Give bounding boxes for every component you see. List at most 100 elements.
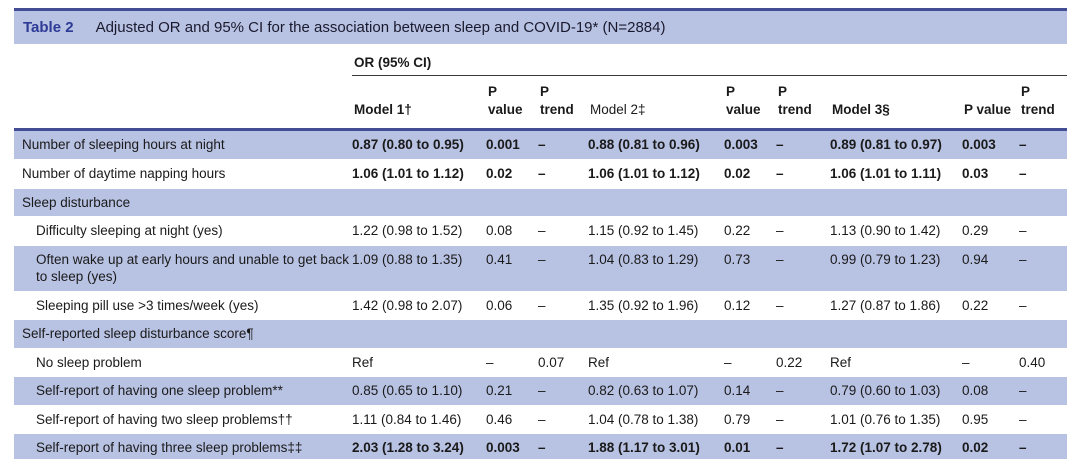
table-row: Sleeping pill use >3 times/week (yes) 1.4… xyxy=(14,290,1068,320)
table-title: Adjusted OR and 95% CI for the associati… xyxy=(95,19,666,36)
value-cell: 0.08 xyxy=(486,216,538,246)
value-cell: 2.03 (1.28 to 3.24) xyxy=(352,433,486,459)
value-cell: 0.14 xyxy=(724,376,776,406)
value-cell: – xyxy=(1019,433,1068,459)
value-cell: 1.27 (0.87 to 1.86) xyxy=(830,290,962,320)
value-cell: – xyxy=(1019,244,1068,292)
row-label: Self-report of having one sleep problem*… xyxy=(14,376,352,406)
value-cell: – xyxy=(538,137,546,153)
results-table: OR (95% CI) Model 1† P value P trend Model … xyxy=(14,47,1068,459)
value-cell: 0.08 xyxy=(962,376,1019,406)
value-cell: 0.22 xyxy=(962,290,1019,320)
value-cell: 0.12 xyxy=(724,290,776,320)
value-cell: – xyxy=(1019,158,1068,189)
value-cell: Ref xyxy=(352,347,486,377)
empty-corner-cell xyxy=(14,47,352,76)
value-cell: 0.89 (0.81 to 0.97) xyxy=(830,137,942,153)
value-cell: 1.35 (0.92 to 1.96) xyxy=(588,290,724,320)
table-row: No sleep problem Ref –0.07 Ref –0.22 Ref –0.40 xyxy=(14,347,1068,377)
value-cell: – xyxy=(1019,404,1068,434)
value-cell: 1.06 (1.01 to 1.11) xyxy=(830,158,962,189)
value-cell: 1.11 (0.84 to 1.46) xyxy=(352,404,486,434)
value-cell: 0.41 xyxy=(486,244,538,292)
row-label-header xyxy=(14,75,352,132)
table-row: Self-report of having one sleep problem*… xyxy=(14,376,1068,406)
value-cell: 0.01 xyxy=(724,433,776,459)
row-label: Often wake up at early hours and unable … xyxy=(14,244,352,292)
value-cell: 0.87 (0.80 to 0.95) xyxy=(352,137,464,153)
value-cell: 1.09 (0.88 to 1.35) xyxy=(352,244,486,292)
column-header: Model 2‡ xyxy=(588,75,724,132)
value-cell: – xyxy=(538,216,588,246)
value-cell: 1.88 (1.17 to 3.01) xyxy=(588,433,724,459)
value-cell: – xyxy=(776,137,784,153)
value-cell: – xyxy=(776,433,830,459)
table-row: Number of daytime napping hours 1.06 (1.0… xyxy=(14,158,1068,189)
column-header: P trend xyxy=(1019,75,1068,132)
value-cell: 0.29 xyxy=(962,216,1019,246)
value-cell: 0.07 xyxy=(538,347,588,377)
column-header: P trend xyxy=(538,75,588,132)
section-row: Self-reported sleep disturbance score¶ xyxy=(14,319,1068,349)
value-cell: 0.85 (0.65 to 1.10) xyxy=(352,376,486,406)
value-cell: Ref xyxy=(588,347,724,377)
row-label: Number of daytime napping hours xyxy=(14,158,352,189)
value-cell: 0.46 xyxy=(486,404,538,434)
value-cell: 0.79 xyxy=(724,404,776,434)
value-cell: 0.73 xyxy=(724,244,776,292)
value-cell: 1.06 (1.01 to 1.12) xyxy=(352,158,486,189)
value-cell: – xyxy=(776,290,830,320)
value-cell: – xyxy=(1019,290,1068,320)
section-row: Sleep disturbance xyxy=(14,187,1068,217)
table-top-rule xyxy=(14,8,1067,11)
value-cell: 0.40 xyxy=(1019,347,1068,377)
value-cell: – xyxy=(776,158,830,189)
row-label: Sleeping pill use >3 times/week (yes) xyxy=(14,290,352,320)
value-cell: 0.001 xyxy=(486,137,520,153)
value-cell: – xyxy=(538,290,588,320)
value-cell: 0.95 xyxy=(962,404,1019,434)
value-cell: 0.94 xyxy=(962,244,1019,292)
value-cell: – xyxy=(776,216,830,246)
value-cell: – xyxy=(538,158,588,189)
value-cell: – xyxy=(486,347,538,377)
value-cell: 0.79 (0.60 to 1.03) xyxy=(830,376,962,406)
row-label: Difficulty sleeping at night (yes) xyxy=(14,216,352,246)
table-row: Difficulty sleeping at night (yes) 1.22 (… xyxy=(14,216,1068,246)
group-header: OR (95% CI) xyxy=(352,47,1068,76)
value-cell: – xyxy=(724,347,776,377)
value-cell: 1.13 (0.90 to 1.42) xyxy=(830,216,962,246)
value-cell: 0.02 xyxy=(962,433,1019,459)
value-cell: – xyxy=(538,376,588,406)
table-row: Self-report of having three sleep proble… xyxy=(14,433,1068,459)
row-label: Self-report of having two sleep problems… xyxy=(14,404,352,434)
row-label: Sleep disturbance xyxy=(14,187,1068,217)
value-cell: – xyxy=(538,404,588,434)
value-cell: 0.82 (0.63 to 1.07) xyxy=(588,376,724,406)
value-cell: 0.99 (0.79 to 1.23) xyxy=(830,244,962,292)
value-cell: – xyxy=(1019,137,1027,153)
column-header: P value xyxy=(486,75,538,132)
row-label: Self-report of having three sleep proble… xyxy=(14,433,352,459)
column-header: Model 1† xyxy=(352,75,486,132)
table-number: Table 2 xyxy=(23,19,74,36)
value-cell: – xyxy=(962,347,1019,377)
value-cell: – xyxy=(538,244,588,292)
value-cell: 1.42 (0.98 to 2.07) xyxy=(352,290,486,320)
value-cell: – xyxy=(776,376,830,406)
row-label: Self-reported sleep disturbance score¶ xyxy=(14,319,1068,349)
table-header: OR (95% CI) Model 1† P value P trend Model … xyxy=(14,47,1068,132)
value-cell: – xyxy=(538,433,588,459)
value-cell: 1.04 (0.83 to 1.29) xyxy=(588,244,724,292)
table-body: Number of sleeping hours at night 0.87 (0… xyxy=(14,129,1068,459)
value-cell: 0.21 xyxy=(486,376,538,406)
column-header: P value xyxy=(724,75,776,132)
value-cell: – xyxy=(1019,376,1068,406)
value-cell: – xyxy=(776,404,830,434)
group-header-row: OR (95% CI) xyxy=(14,47,1068,76)
value-cell: 1.06 (1.01 to 1.12) xyxy=(588,158,724,189)
value-cell: 0.88 (0.81 to 0.96) xyxy=(588,137,700,153)
table-title-bar: Table 2 Adjusted OR and 95% CI for the a… xyxy=(14,11,1067,44)
table-row: Often wake up at early hours and unable … xyxy=(14,244,1068,292)
